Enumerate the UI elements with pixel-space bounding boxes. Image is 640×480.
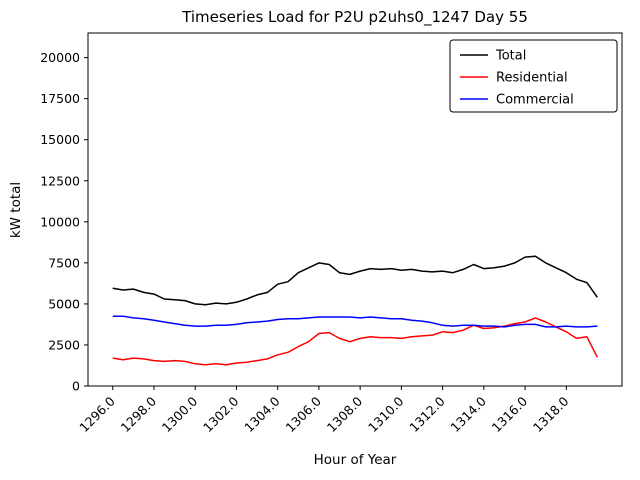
x-tick-label: 1308.0 bbox=[324, 393, 366, 435]
x-tick-label: 1300.0 bbox=[159, 393, 201, 435]
y-tick-label: 10000 bbox=[40, 214, 80, 229]
legend-label-total: Total bbox=[495, 49, 526, 64]
y-tick-label: 12500 bbox=[40, 173, 80, 188]
y-axis-label: kW total bbox=[8, 182, 24, 238]
x-tick-label: 1304.0 bbox=[241, 393, 283, 435]
series-line-total bbox=[112, 255, 598, 306]
x-tick-label: 1306.0 bbox=[282, 393, 324, 435]
x-tick-label: 1316.0 bbox=[489, 393, 531, 435]
legend-label-residential: Residential bbox=[496, 71, 568, 86]
y-tick-label: 20000 bbox=[40, 50, 80, 65]
y-tick-label: 2500 bbox=[48, 337, 80, 352]
legend-box bbox=[449, 39, 618, 113]
axes-spines bbox=[87, 32, 623, 387]
x-tick-label: 1302.0 bbox=[200, 393, 242, 435]
y-tick-label: 7500 bbox=[48, 255, 80, 270]
y-tick-label: 17500 bbox=[40, 91, 80, 106]
x-tick-label: 1298.0 bbox=[118, 393, 160, 435]
x-tick-label: 1296.0 bbox=[76, 393, 118, 435]
x-tick-label: 1310.0 bbox=[365, 393, 407, 435]
y-tick-label: 15000 bbox=[40, 132, 80, 147]
x-tick-label: 1314.0 bbox=[447, 393, 489, 435]
y-tick-label: 5000 bbox=[48, 296, 80, 311]
series-line-commercial bbox=[112, 315, 598, 328]
x-tick-label: 1312.0 bbox=[406, 393, 448, 435]
chart-title: Timeseries Load for P2U p2uhs0_1247 Day … bbox=[181, 8, 528, 27]
x-axis-label: Hour of Year bbox=[314, 452, 397, 468]
legend-label-commercial: Commercial bbox=[496, 93, 574, 108]
y-tick-label: 0 bbox=[72, 379, 80, 394]
series-line-residential bbox=[112, 317, 598, 366]
x-tick-label: 1318.0 bbox=[530, 393, 572, 435]
legend: Total Residential Commercial bbox=[449, 39, 618, 113]
